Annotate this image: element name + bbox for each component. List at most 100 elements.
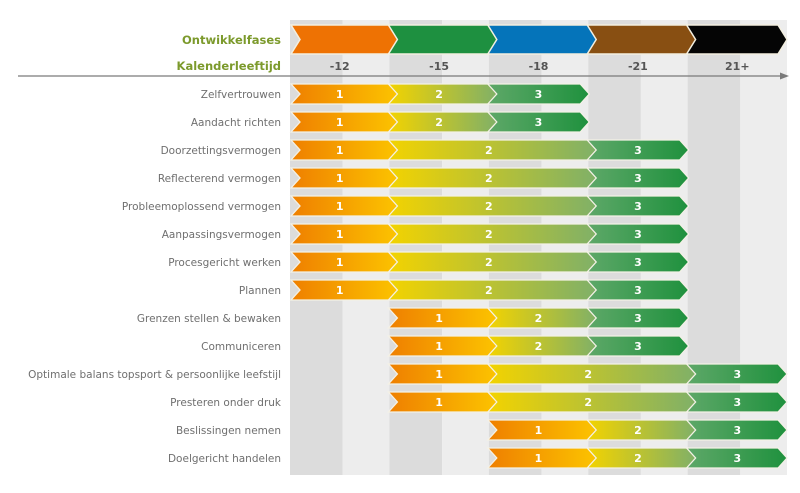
competence-row: Zelfvertrouwen 1 2 3 — [201, 83, 591, 105]
stage-3-arrow — [585, 335, 690, 357]
stage-2-arrow — [386, 223, 599, 245]
stage-number: 1 — [336, 256, 344, 269]
stage-number: 3 — [733, 424, 741, 437]
stage-number: 1 — [435, 312, 443, 325]
stage-number: 2 — [485, 144, 493, 157]
stage-number: 3 — [634, 172, 642, 185]
stage-1-arrow — [386, 391, 499, 413]
age-tick-label: -12 — [330, 60, 350, 73]
stage-1-arrow — [486, 419, 599, 441]
competence-row: Grenzen stellen & bewaken 1 2 3 — [137, 307, 690, 329]
stage-number: 3 — [634, 228, 642, 241]
stage-number: 3 — [535, 88, 543, 101]
competence-row: Presteren onder druk 1 2 3 — [170, 391, 788, 413]
stage-1-arrow — [386, 335, 499, 357]
stage-number: 2 — [634, 424, 642, 437]
phase-arrow — [387, 24, 499, 55]
row-label: Plannen — [239, 285, 281, 297]
stage-number: 2 — [584, 396, 592, 409]
stage-number: 3 — [634, 284, 642, 297]
age-header-label: Kalenderleeftijd — [177, 59, 281, 73]
stage-number: 2 — [435, 116, 443, 129]
stage-1-arrow — [289, 251, 400, 273]
stage-number: 2 — [485, 172, 493, 185]
stage-number: 3 — [733, 396, 741, 409]
stage-number: 2 — [634, 452, 642, 465]
stage-2-arrow — [386, 195, 599, 217]
row-label: Optimale balans topsport & persoonlijke … — [28, 369, 281, 381]
stage-number: 3 — [733, 452, 741, 465]
row-label: Doelgericht handelen — [168, 453, 281, 465]
stage-number: 1 — [435, 368, 443, 381]
stage-number: 1 — [336, 284, 344, 297]
stage-number: 2 — [535, 312, 543, 325]
row-label: Aanpassingsvermogen — [162, 229, 281, 241]
phase-arrow — [585, 24, 698, 55]
stage-number: 3 — [634, 144, 642, 157]
stage-2-arrow — [486, 391, 698, 413]
stage-1-arrow — [486, 447, 599, 469]
row-label: Communiceren — [201, 341, 281, 353]
stage-3-arrow — [585, 223, 690, 245]
stage-1-arrow — [289, 195, 400, 217]
row-label: Probleemoplossend vermogen — [122, 201, 281, 213]
stage-number: 3 — [733, 368, 741, 381]
row-label: Aandacht richten — [191, 117, 281, 129]
row-label: Beslissingen nemen — [176, 425, 281, 437]
row-label: Zelfvertrouwen — [201, 89, 281, 101]
stage-2-arrow — [486, 363, 698, 385]
axis-arrowhead — [780, 72, 789, 80]
stage-3-arrow — [685, 419, 788, 441]
stage-2-arrow — [386, 139, 599, 161]
phase-header-arrows — [289, 24, 788, 55]
competence-row: Reflecterend vermogen 1 2 3 — [158, 167, 690, 189]
stage-2-arrow — [585, 419, 698, 441]
competence-row: Beslissingen nemen 1 2 3 — [176, 419, 788, 441]
stage-1-arrow — [289, 279, 400, 301]
stage-1-arrow — [289, 167, 400, 189]
stage-2-arrow — [486, 307, 599, 329]
stage-number: 3 — [535, 116, 543, 129]
stage-number: 1 — [336, 144, 344, 157]
stage-number: 1 — [336, 228, 344, 241]
competence-row: Aanpassingsvermogen 1 2 3 — [162, 223, 690, 245]
stage-3-arrow — [685, 363, 788, 385]
row-label: Reflecterend vermogen — [158, 173, 281, 185]
stage-number: 2 — [535, 340, 543, 353]
stage-number: 1 — [535, 452, 543, 465]
stage-number: 3 — [634, 312, 642, 325]
competence-row: Communiceren 1 2 3 — [201, 335, 690, 357]
age-tick-label: -21 — [628, 60, 648, 73]
stage-number: 1 — [535, 424, 543, 437]
stage-3-arrow — [486, 111, 591, 133]
stage-1-arrow — [386, 307, 499, 329]
competence-row: Aandacht richten 1 2 3 — [191, 111, 591, 133]
stage-1-arrow — [289, 223, 400, 245]
stage-number: 1 — [435, 396, 443, 409]
competence-row: Probleemoplossend vermogen 1 2 3 — [122, 195, 690, 217]
competence-row: Doorzettingsvermogen 1 2 3 — [161, 139, 690, 161]
stage-2-arrow — [386, 111, 499, 133]
stage-3-arrow — [585, 167, 690, 189]
age-labels: -12 -15 -18 -21 21+ — [330, 60, 750, 73]
stage-number: 1 — [336, 172, 344, 185]
stage-number: 3 — [634, 256, 642, 269]
age-tick-label: 21+ — [725, 60, 750, 73]
phase-arrow — [486, 24, 599, 55]
stage-3-arrow — [486, 83, 591, 105]
stage-3-arrow — [685, 391, 788, 413]
stage-1-arrow — [289, 83, 400, 105]
stage-number: 1 — [435, 340, 443, 353]
row-label: Grenzen stellen & bewaken — [137, 313, 281, 325]
competence-row: Doelgericht handelen 1 2 3 — [168, 447, 788, 469]
stage-2-arrow — [585, 447, 698, 469]
stage-3-arrow — [585, 139, 690, 161]
stage-3-arrow — [585, 195, 690, 217]
stage-number: 2 — [485, 284, 493, 297]
row-label: Presteren onder druk — [170, 397, 282, 409]
stage-1-arrow — [386, 363, 499, 385]
phases-header-label: Ontwikkelfases — [182, 33, 281, 47]
age-tick-label: -15 — [429, 60, 449, 73]
stage-3-arrow — [585, 307, 690, 329]
